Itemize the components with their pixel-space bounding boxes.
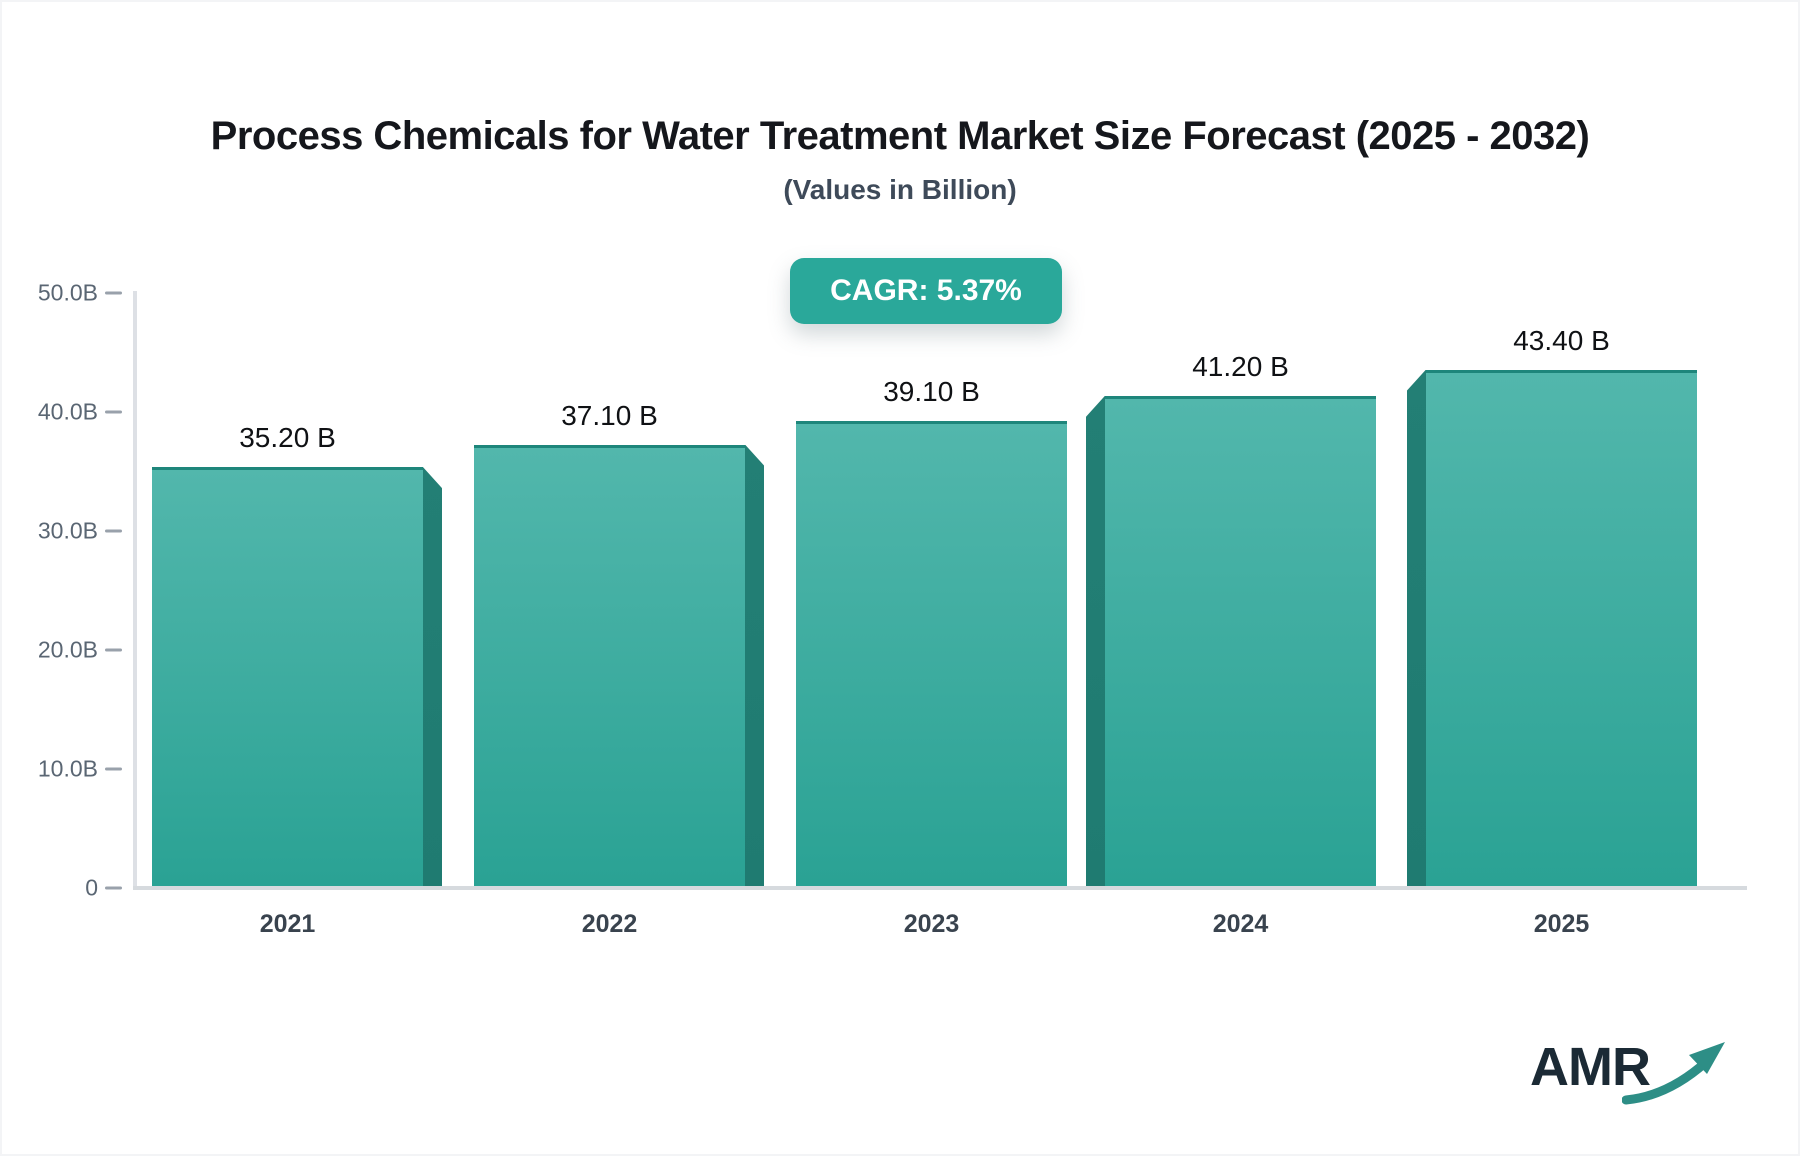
amr-logo-text: AMR (1530, 1037, 1651, 1097)
bar-side-face-2021 (423, 467, 442, 886)
y-axis-tick-mark (105, 410, 122, 414)
x-axis-label: 2024 (1212, 910, 1269, 938)
bar-value-label: 43.40 B (1513, 324, 1610, 356)
bar-2023 (796, 420, 1067, 886)
bar-2021 (152, 467, 423, 886)
bar-2022 (474, 444, 745, 886)
bar-side-face-2025 (1407, 369, 1426, 886)
y-axis-tick-label: 20.0B (37, 636, 98, 663)
y-axis-tick-label: 10.0B (37, 755, 98, 782)
x-axis-label: 2023 (903, 910, 960, 938)
x-axis-label: 2025 (1533, 910, 1590, 938)
chart-subtitle: (Values in Billion) (783, 174, 1017, 205)
y-axis-tick-mark (105, 648, 122, 652)
bar-value-label: 39.10 B (883, 375, 980, 407)
y-axis-tick-label: 40.0B (37, 398, 98, 425)
y-axis-tick-label: 50.0B (37, 279, 98, 306)
y-axis-tick-mark (105, 291, 122, 295)
y-axis-tick-label: 30.0B (37, 517, 98, 544)
bar-value-label: 41.20 B (1192, 350, 1289, 382)
x-axis-label: 2021 (259, 910, 316, 938)
bar-2024 (1105, 395, 1376, 886)
y-axis-tick-label: 0 (85, 874, 98, 901)
bar-value-label: 37.10 B (561, 399, 658, 431)
bar-2025 (1426, 369, 1697, 886)
cagr-badge: CAGR: 5.37% (790, 258, 1062, 324)
amr-logo: AMR (1530, 1036, 1730, 1116)
y-axis-tick-mark (105, 886, 122, 890)
bar-value-label: 35.20 B (239, 422, 336, 454)
chart-title: Process Chemicals for Water Treatment Ma… (210, 114, 1590, 158)
x-axis-line (133, 886, 1747, 890)
x-axis-label: 2022 (581, 910, 638, 938)
bar-side-face-2024 (1086, 395, 1105, 886)
y-axis-line (133, 291, 137, 886)
bar-side-face-2022 (745, 444, 764, 886)
y-axis-tick-mark (105, 529, 122, 533)
trend-up-arrow-icon (1622, 1042, 1725, 1105)
y-axis-tick-mark (105, 767, 122, 771)
